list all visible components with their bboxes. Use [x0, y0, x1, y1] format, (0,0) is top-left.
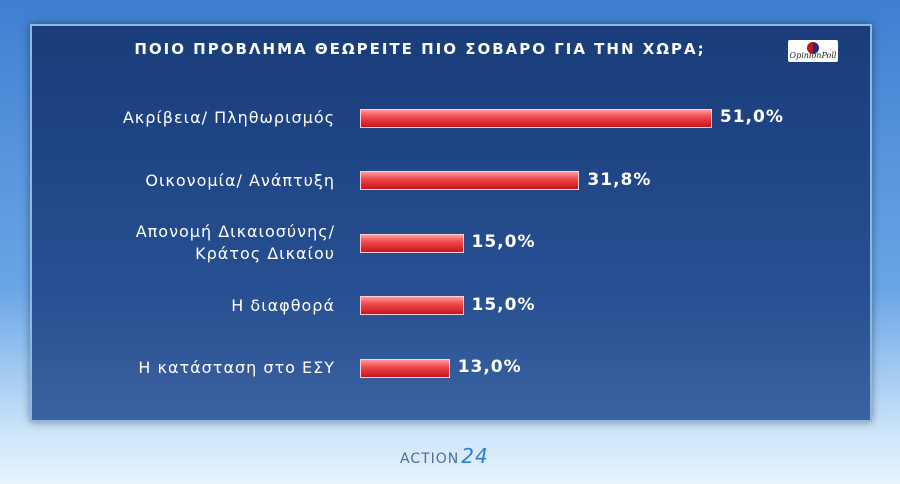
- value-label: 51,0%: [719, 107, 784, 127]
- value-label: 15,0%: [471, 232, 536, 252]
- category-label: Η κατάσταση στο ΕΣΥ: [138, 358, 335, 377]
- value-label: 31,8%: [587, 169, 652, 190]
- category-label: Η διαφθορά: [231, 295, 335, 315]
- chart-title: ΠΟΙΟ ΠΡΟΒΛΗΜΑ ΘΕΩΡΕΙΤΕ ΠΙΟ ΣΟΒΑΡΟ ΓΙΑ ΤΗ…: [134, 40, 706, 58]
- channel-logo: ACTION 24: [400, 444, 489, 468]
- bar: [360, 233, 464, 253]
- channel-name: ACTION: [400, 451, 460, 467]
- category-label: Απονομή Δικαιοσύνης/ Κράτος Δικαίου: [135, 222, 335, 263]
- value-label: 15,0%: [471, 294, 536, 315]
- channel-number: 24: [461, 444, 489, 468]
- bar: [360, 171, 580, 190]
- category-label: Οικονομία/ Ανάπτυξη: [145, 170, 335, 190]
- bar: [360, 296, 464, 315]
- poll-logo: OpinionPoll: [788, 40, 838, 62]
- bar: [360, 108, 712, 128]
- value-label: 13,0%: [457, 357, 522, 377]
- category-label: Ακρίβεια/ Πληθωρισμός: [122, 108, 335, 127]
- bar: [360, 358, 450, 378]
- panel: [30, 24, 872, 422]
